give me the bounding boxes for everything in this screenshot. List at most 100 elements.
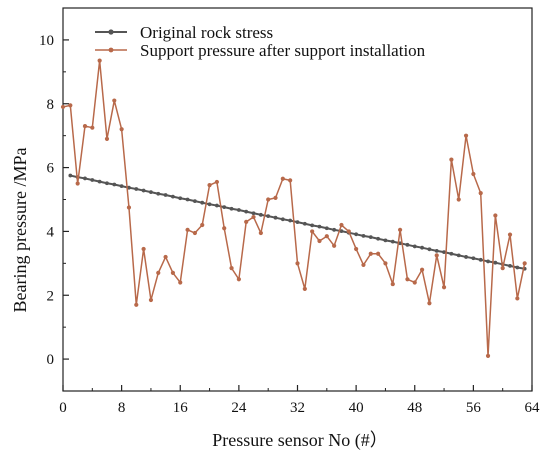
data-point-original-rock-stress	[317, 224, 322, 229]
x-axis-title: Pressure sensor No (#）	[212, 430, 387, 451]
data-point-support-pressure-after-support-installation	[258, 230, 263, 236]
data-point-original-rock-stress	[412, 244, 417, 249]
y-tick-label: 8	[47, 97, 55, 113]
data-point-original-rock-stress	[90, 178, 95, 182]
x-tick-label: 48	[407, 400, 422, 416]
data-point-support-pressure-after-support-installation	[251, 214, 256, 220]
data-point-original-rock-stress	[376, 236, 381, 241]
data-point-support-pressure-after-support-installation	[302, 286, 307, 291]
y-tick-label: 4	[47, 224, 55, 240]
data-point-support-pressure-after-support-installation	[354, 246, 359, 252]
data-point-original-rock-stress	[207, 202, 212, 207]
data-point-original-rock-stress	[171, 194, 175, 199]
data-point-original-rock-stress	[324, 226, 329, 231]
data-point-support-pressure-after-support-installation	[112, 98, 117, 103]
data-point-support-pressure-after-support-installation	[295, 261, 300, 266]
data-point-support-pressure-after-support-installation	[397, 227, 403, 232]
data-point-original-rock-stress	[442, 250, 446, 255]
data-point-original-rock-stress	[185, 197, 190, 202]
x-tick-label: 32	[290, 400, 305, 416]
data-point-original-rock-stress	[112, 182, 117, 187]
data-point-original-rock-stress	[354, 232, 359, 237]
data-point-support-pressure-after-support-installation	[427, 301, 432, 306]
data-point-support-pressure-after-support-installation	[441, 285, 447, 290]
data-point-original-rock-stress	[244, 209, 249, 214]
data-point-original-rock-stress	[258, 212, 263, 217]
data-point-original-rock-stress	[280, 217, 285, 222]
data-point-original-rock-stress	[339, 229, 344, 234]
data-point-original-rock-stress	[310, 223, 315, 228]
y-tick-label: 10	[39, 33, 54, 49]
data-point-support-pressure-after-support-installation	[178, 280, 183, 285]
data-point-original-rock-stress	[508, 263, 512, 268]
data-point-support-pressure-after-support-installation	[485, 353, 491, 358]
data-point-original-rock-stress	[236, 208, 241, 212]
data-point-support-pressure-after-support-installation	[280, 176, 285, 181]
data-point-original-rock-stress	[390, 239, 395, 244]
series-line-support-pressure-after-support-installation	[62, 59, 526, 357]
legend-marker-support-pressure	[108, 47, 114, 53]
data-point-support-pressure-after-support-installation	[75, 181, 80, 186]
data-point-support-pressure-after-support-installation	[229, 266, 234, 271]
series-layer	[60, 58, 527, 358]
data-point-support-pressure-after-support-installation	[119, 127, 124, 132]
data-point-original-rock-stress	[200, 200, 205, 205]
data-point-support-pressure-after-support-installation	[390, 281, 395, 287]
data-point-original-rock-stress	[229, 206, 234, 211]
data-point-support-pressure-after-support-installation	[134, 302, 139, 307]
data-point-support-pressure-after-support-installation	[493, 213, 498, 218]
data-point-support-pressure-after-support-installation	[339, 222, 344, 228]
legend-marker-original-rock-stress	[108, 29, 114, 35]
data-point-support-pressure-after-support-installation	[156, 270, 161, 276]
legend-label-original-rock-stress: Original rock stress	[140, 23, 273, 42]
data-point-support-pressure-after-support-installation	[332, 243, 337, 248]
data-point-support-pressure-after-support-installation	[288, 178, 293, 183]
data-point-support-pressure-after-support-installation	[266, 197, 271, 202]
data-point-support-pressure-after-support-installation	[405, 277, 410, 282]
legend-item-original-rock-stress: Original rock stress	[95, 23, 273, 42]
data-point-original-rock-stress	[251, 211, 256, 216]
data-point-original-rock-stress	[105, 181, 109, 186]
data-point-support-pressure-after-support-installation	[207, 183, 212, 188]
data-point-support-pressure-after-support-installation	[434, 253, 439, 258]
data-point-original-rock-stress	[383, 238, 388, 243]
data-point-original-rock-stress	[420, 245, 424, 250]
data-point-original-rock-stress	[141, 188, 146, 193]
data-point-support-pressure-after-support-installation	[310, 229, 315, 234]
data-point-original-rock-stress	[288, 218, 293, 223]
data-point-original-rock-stress	[178, 196, 183, 201]
data-point-support-pressure-after-support-installation	[507, 232, 513, 237]
legend-item-support-pressure: Support pressure after support installat…	[95, 41, 426, 60]
data-point-support-pressure-after-support-installation	[383, 261, 388, 266]
data-point-original-rock-stress	[471, 256, 476, 261]
x-tick-label: 56	[466, 400, 482, 416]
data-point-support-pressure-after-support-installation	[90, 125, 95, 130]
data-point-support-pressure-after-support-installation	[200, 222, 205, 228]
data-point-original-rock-stress	[361, 233, 366, 238]
data-point-original-rock-stress	[193, 199, 197, 204]
x-axis: 0 8 16 24 32 40 48 56 64	[59, 385, 540, 416]
x-tick-label: 16	[173, 400, 189, 416]
data-point-original-rock-stress	[83, 176, 87, 181]
data-point-support-pressure-after-support-installation	[170, 270, 176, 276]
x-tick-label: 8	[118, 400, 126, 416]
plot-frame	[62, 7, 533, 392]
data-point-support-pressure-after-support-installation	[192, 230, 198, 236]
data-point-support-pressure-after-support-installation	[412, 280, 417, 285]
data-point-original-rock-stress	[222, 205, 227, 210]
data-point-original-rock-stress	[434, 248, 439, 253]
data-point-support-pressure-after-support-installation	[478, 191, 483, 196]
x-tick-label: 40	[349, 400, 364, 416]
data-point-original-rock-stress	[295, 220, 300, 225]
data-point-support-pressure-after-support-installation	[273, 195, 278, 200]
data-point-support-pressure-after-support-installation	[185, 227, 190, 232]
data-point-support-pressure-after-support-installation	[346, 229, 351, 234]
data-point-support-pressure-after-support-installation	[463, 133, 469, 138]
y-tick-label: 0	[47, 352, 55, 368]
data-point-support-pressure-after-support-installation	[500, 266, 505, 271]
x-tick-label: 24	[231, 400, 247, 416]
data-point-original-rock-stress	[302, 221, 307, 226]
y-tick-label: 6	[47, 161, 55, 177]
data-point-support-pressure-after-support-installation	[222, 226, 227, 231]
data-point-support-pressure-after-support-installation	[163, 254, 168, 260]
